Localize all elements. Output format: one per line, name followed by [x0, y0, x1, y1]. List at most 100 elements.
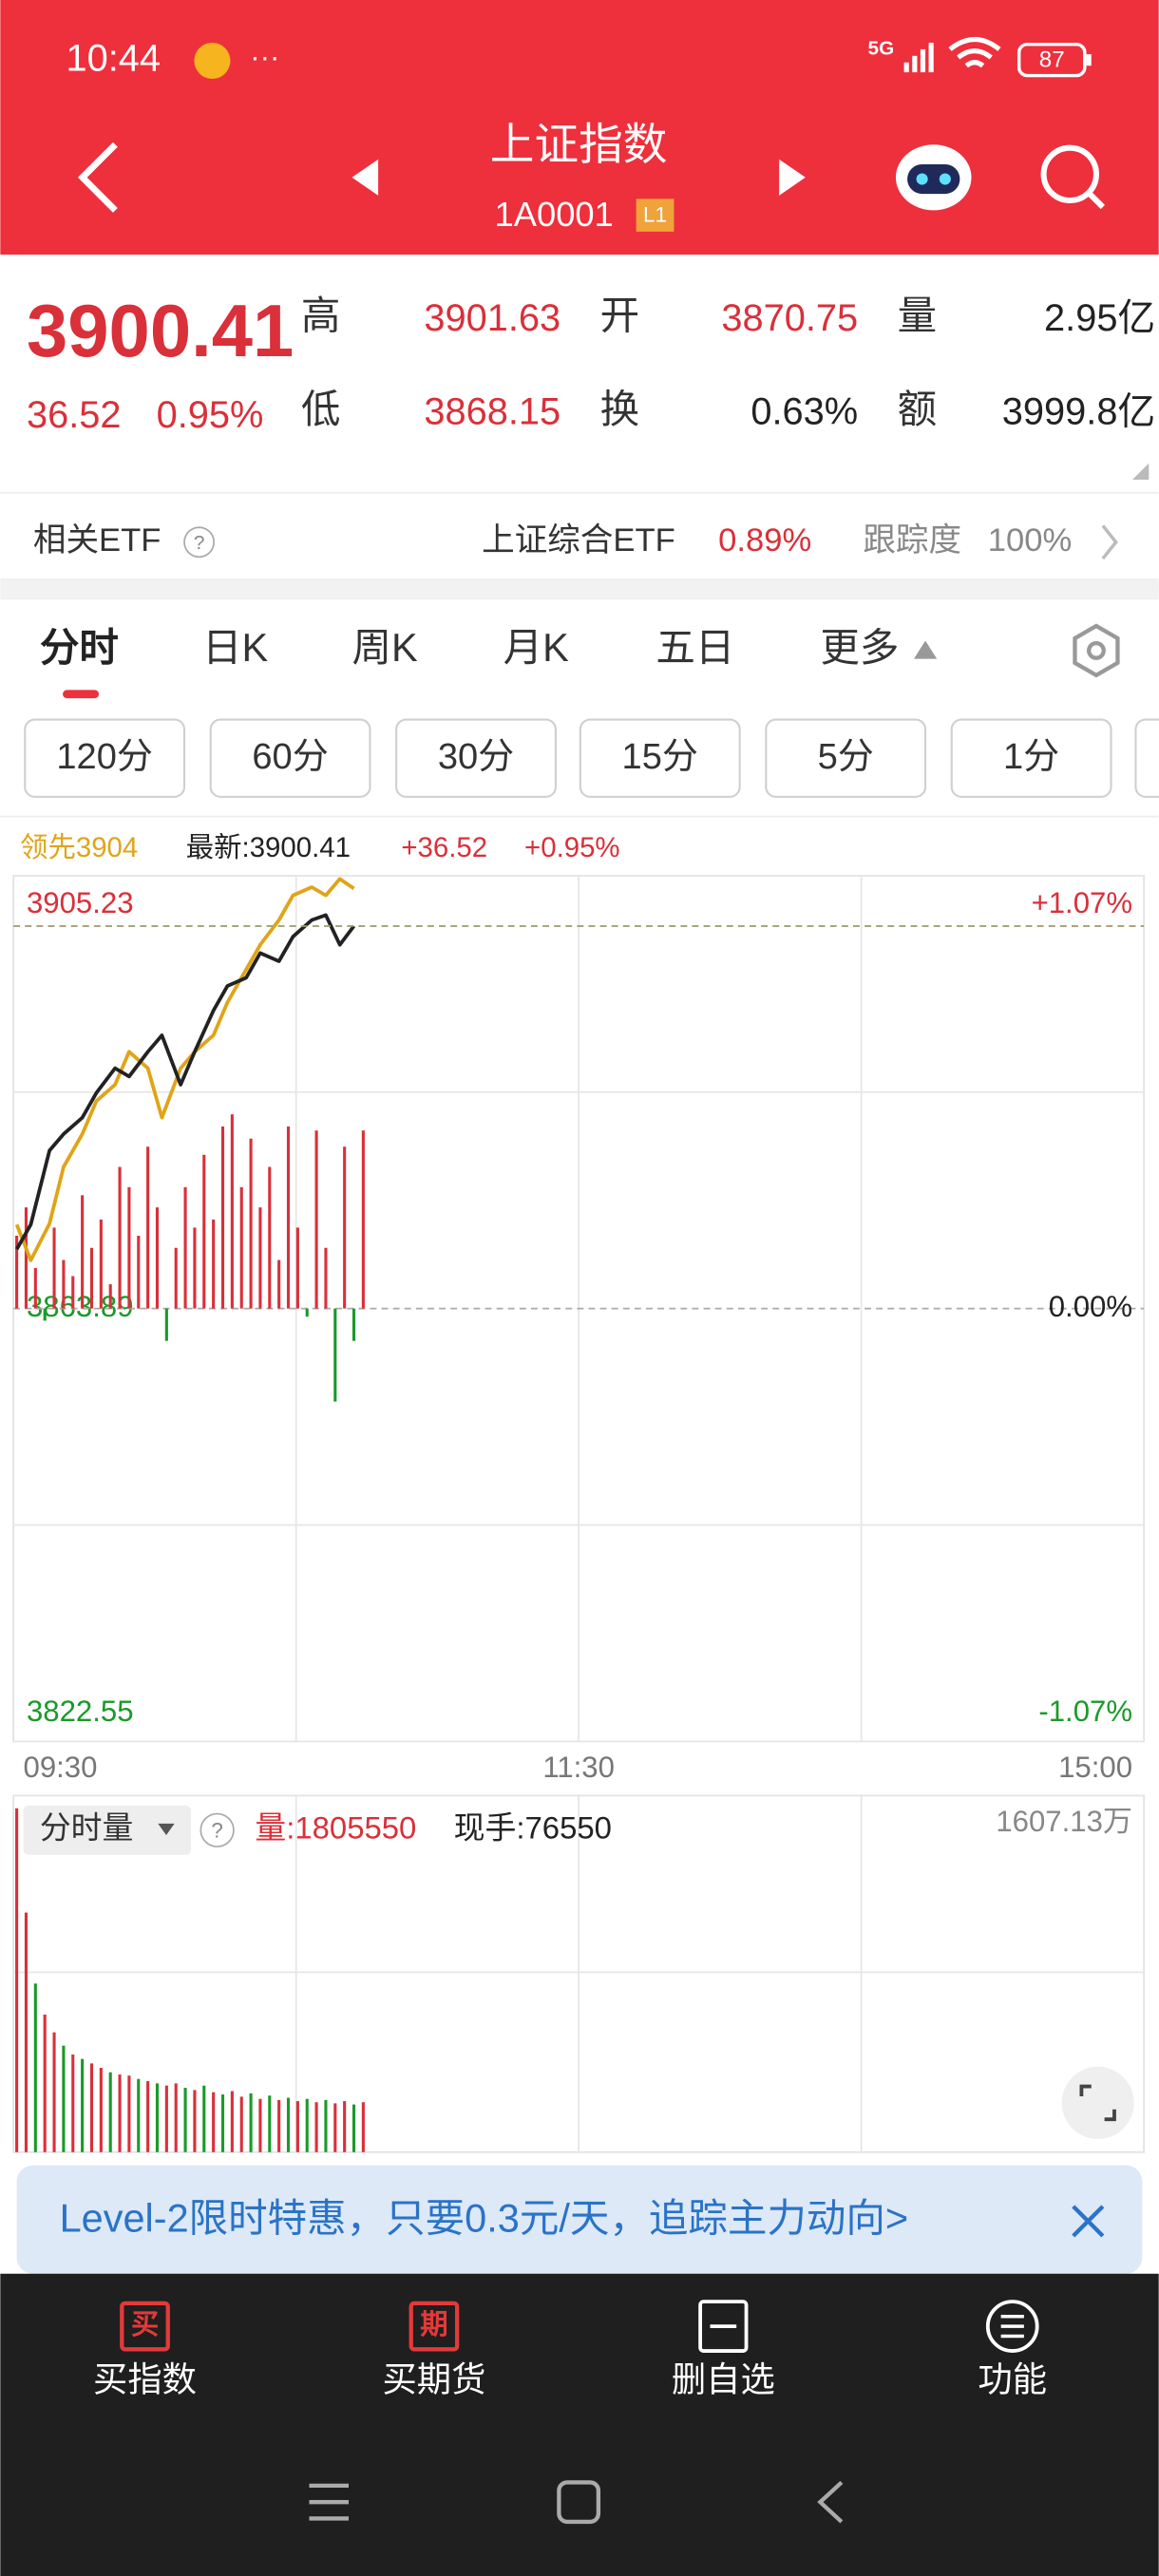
flow-bar [202, 1154, 206, 1309]
tab[interactable]: 周K [352, 625, 418, 670]
index-code: 1A0001 [495, 195, 614, 234]
volume-bar [220, 2094, 225, 2152]
spacer [0, 578, 1159, 600]
flow-bar [183, 1186, 187, 1309]
field-label: 开 [600, 294, 640, 338]
nav-item[interactable]: 功能 [978, 2300, 1047, 2399]
volume-bar [118, 2074, 122, 2152]
bottom-nav [0, 2273, 1159, 2576]
volume-bar [52, 2032, 56, 2152]
flow-bar [258, 1207, 262, 1309]
nav-item[interactable]: 删自选 [672, 2300, 775, 2399]
nav-item[interactable]: 期 买期货 [382, 2301, 485, 2399]
period-row: 120分 60分 30分 15分 5分 1分 [24, 718, 1159, 798]
sys-home[interactable] [557, 2480, 601, 2525]
flow-bar [52, 1227, 56, 1309]
period-button[interactable] [1134, 718, 1159, 798]
status-more: ··· [250, 40, 279, 73]
robot-button[interactable] [895, 144, 972, 211]
app-icon [194, 42, 231, 80]
flow-bar [295, 1227, 299, 1309]
flow-bar [62, 1260, 66, 1309]
next-button[interactable] [779, 159, 806, 196]
status-network: 5G [868, 37, 895, 59]
promo-close[interactable] [1072, 2205, 1105, 2238]
tab[interactable]: 更多 [820, 625, 899, 670]
period-label: 5分 [818, 737, 874, 777]
field-value: 3901.63 [424, 297, 560, 339]
etf-label: 相关ETF [33, 522, 161, 559]
flow-bar [193, 1227, 197, 1309]
nav-icon [698, 2300, 749, 2353]
tab[interactable]: 五日 [656, 625, 734, 670]
y2-tick-label: +1.07% [1032, 886, 1132, 919]
nav-label: 买期货 [382, 2360, 485, 2399]
field-label: 额 [898, 387, 938, 431]
tab[interactable]: 月K [504, 625, 570, 670]
volume-bar [81, 2058, 85, 2152]
volume-bar [183, 2088, 187, 2152]
settings-button[interactable] [1073, 623, 1120, 678]
field-label: 量 [898, 294, 938, 338]
search-button[interactable] [1040, 144, 1106, 210]
signal-icon [903, 42, 934, 73]
etf-row[interactable]: 相关ETF ? 上证综合ETF 0.89% 跟踪度 100% [33, 522, 1118, 560]
tab[interactable]: 日K [202, 625, 269, 670]
nav-icon-text: 期 [420, 2309, 447, 2340]
selector-arrow [158, 1823, 175, 1835]
period-button[interactable] [24, 718, 186, 798]
volume-bar [164, 2085, 168, 2152]
volume-selector[interactable] [23, 1805, 191, 1855]
period-button[interactable] [765, 718, 927, 798]
expand-icon [1079, 2084, 1116, 2122]
status-time: 10:44 [66, 38, 162, 80]
period-label: 30分 [438, 737, 514, 777]
period-button[interactable] [209, 718, 371, 798]
period-label: 1分 [1003, 737, 1059, 777]
flow-bar [268, 1166, 272, 1309]
volume-bar [277, 2099, 281, 2152]
etf-name: 上证综合ETF [482, 522, 675, 559]
volume-bar [314, 2102, 318, 2152]
price-line [14, 877, 355, 1262]
field-value: 3868.15 [424, 390, 560, 432]
volume-bar [268, 2095, 272, 2152]
volume-bar [324, 2099, 328, 2152]
volume-bar [343, 2101, 347, 2152]
flow-bar [89, 1247, 94, 1309]
period-button[interactable] [395, 718, 557, 798]
field-label: 高 [301, 294, 341, 338]
nav-item[interactable]: 买 买指数 [93, 2301, 197, 2399]
legend-change: +36.52 [401, 832, 487, 863]
flow-bar [146, 1146, 150, 1309]
back-button[interactable] [77, 142, 118, 213]
volume-bar [62, 2045, 66, 2152]
volume-bar [43, 2014, 47, 2152]
nav-icon [120, 2301, 170, 2352]
volume-bar [33, 1983, 37, 2152]
flow-bar [230, 1114, 234, 1309]
flow-bar [212, 1219, 216, 1309]
volume-bar [137, 2078, 141, 2152]
flow-bar [352, 1308, 356, 1341]
sys-menu[interactable] [309, 2483, 349, 2521]
volume-bar [174, 2083, 178, 2152]
nav-icon-text: 买 [131, 2309, 159, 2340]
settings-dot [1087, 640, 1106, 660]
y-tick-label: 1607.13万 [996, 1805, 1132, 1838]
promo-banner[interactable] [16, 2165, 1143, 2274]
current-hand: 现手:76550 [454, 1809, 612, 1845]
tab[interactable]: 分时 [40, 625, 119, 670]
period-button[interactable] [950, 718, 1112, 798]
expand-button[interactable] [1061, 2066, 1134, 2139]
period-label: 120分 [56, 737, 153, 777]
chevron [1101, 524, 1118, 560]
help-icon[interactable] [200, 1812, 235, 1847]
sys-back[interactable] [817, 2480, 844, 2524]
volume-bar [155, 2083, 160, 2152]
period-button[interactable] [579, 718, 741, 798]
prev-button[interactable] [352, 159, 379, 196]
flow-bar [127, 1186, 131, 1309]
y-tick-label: 3863.89 [27, 1290, 134, 1323]
flow-bar [286, 1126, 291, 1309]
